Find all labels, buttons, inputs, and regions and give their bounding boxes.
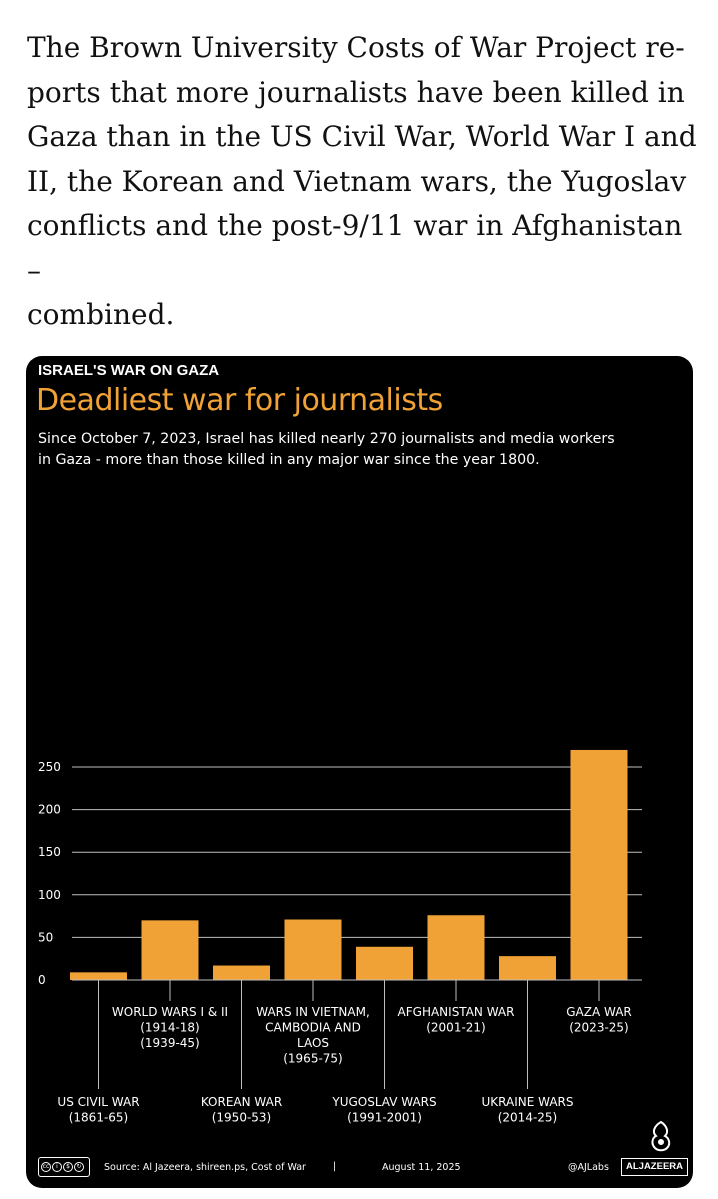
category-label: GAZA WAR <box>566 1005 632 1019</box>
category-label: (2023-25) <box>569 1021 629 1035</box>
subtitle-line: Since October 7, 2023, Israel has killed… <box>38 431 615 447</box>
article-paragraph: The Brown University Costs of War Projec… <box>27 26 697 338</box>
category-label: KOREAN WAR <box>201 1095 282 1109</box>
y-tick-label: 200 <box>38 803 61 817</box>
cc-license-icon: cc i $ ↻ <box>38 1157 90 1177</box>
article-line: The Brown University Costs of War Projec… <box>27 31 685 64</box>
category-label: (1950-53) <box>212 1111 272 1125</box>
article-line: conflicts and the post-9/11 war in Afgha… <box>27 209 683 287</box>
y-tick-label: 250 <box>38 760 61 774</box>
category-label: (1861-65) <box>69 1111 129 1125</box>
publish-date: August 11, 2025 <box>382 1162 461 1173</box>
category-label: (2014-25) <box>498 1111 558 1125</box>
bar <box>141 920 199 980</box>
y-tick-label: 100 <box>38 888 61 902</box>
category-label: (1939-45) <box>140 1036 200 1050</box>
source-text: Source: Al Jazeera, shireen.ps, Cost of … <box>104 1162 306 1173</box>
category-label: (1965-75) <box>283 1052 343 1066</box>
infographic-headline: Deadliest war for journalists <box>36 383 443 418</box>
infographic-footer: cc i $ ↻ Source: Al Jazeera, shireen.ps,… <box>38 1120 689 1180</box>
cc-icon: cc <box>41 1162 51 1172</box>
bar <box>356 946 413 980</box>
article-line: combined. <box>27 298 175 331</box>
ajlabs-handle: @AJLabs <box>568 1162 609 1173</box>
subtitle-line: in Gaza - more than those killed in any … <box>38 452 540 468</box>
bar-chart: 0 50 100 150 200 250 US CIVIL WAR (1861-65) WORL… <box>38 749 642 1125</box>
bar <box>70 972 127 980</box>
article-line: Gaza than in the US Civil War, World War… <box>27 120 697 153</box>
bar <box>427 915 485 980</box>
nc-icon: $ <box>63 1162 73 1172</box>
footer-separator: | <box>333 1161 337 1172</box>
by-icon: i <box>52 1162 62 1172</box>
category-label: WORLD WARS I & II <box>112 1005 228 1019</box>
article-line: ports that more journalists have been ki… <box>27 75 685 109</box>
category-label: UKRAINE WARS <box>482 1095 574 1109</box>
aljazeera-wordmark: ALJAZEERA <box>621 1158 689 1176</box>
category-label: WARS IN VIETNAM, <box>256 1005 370 1019</box>
category-label: US CIVIL WAR <box>57 1095 139 1109</box>
y-tick-label: 150 <box>38 845 61 859</box>
sa-icon: ↻ <box>74 1162 84 1172</box>
category-label: (2001-21) <box>426 1021 486 1035</box>
bar <box>570 749 628 980</box>
category-label: (1991-2001) <box>347 1111 422 1125</box>
category-label: YUGOSLAV WARS <box>331 1095 436 1109</box>
article-line: II, the Korean and Vietnam wars, the Yug… <box>27 164 687 198</box>
category-label: AFGHANISTAN WAR <box>398 1005 515 1019</box>
aljazeera-logo-icon <box>651 1120 671 1152</box>
category-label: (1914-18) <box>140 1021 200 1035</box>
infographic-subtitle: Since October 7, 2023, Israel has killed… <box>38 429 678 471</box>
infographic-card[interactable]: ISRAEL'S WAR ON GAZA Deadliest war for j… <box>26 356 693 1188</box>
y-tick-label: 50 <box>38 930 53 944</box>
category-label: LAOS <box>297 1036 329 1050</box>
bar <box>499 956 556 980</box>
y-tick-label: 0 <box>38 973 46 987</box>
infographic-kicker: ISRAEL'S WAR ON GAZA <box>38 362 220 379</box>
category-label: CAMBODIA AND <box>265 1021 361 1035</box>
bar <box>213 965 270 980</box>
bar <box>284 919 342 980</box>
